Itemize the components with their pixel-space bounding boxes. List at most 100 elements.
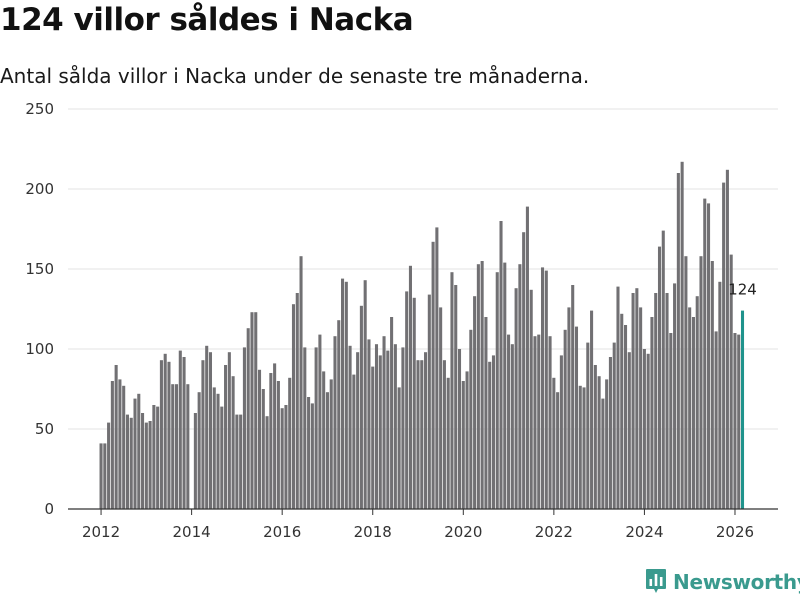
bar [288,377,292,509]
bar [273,363,277,509]
bar-latest [740,310,745,509]
bar [631,293,635,509]
bar [408,265,412,509]
bar [673,283,677,509]
chart-title: 124 villor såldes i Nacka [0,2,414,38]
bar [167,361,171,509]
bar [224,365,228,509]
bar [616,286,620,509]
bar [676,173,680,509]
bar [114,365,118,509]
y-tick-label: 0 [44,500,54,518]
y-tick-label: 100 [25,340,54,358]
axes: 0 50 100 150 200 250 2012 2014 2016 2018 2020 2022 2… [25,100,778,541]
brand-name: Newsworthy [673,570,800,594]
bar [133,398,137,509]
bar [371,366,375,509]
bar [269,373,273,509]
bar [227,352,231,509]
bar [374,344,379,509]
bar [148,421,152,509]
bar [465,371,469,509]
bar [208,352,213,509]
bar [473,296,477,509]
bar [642,349,646,509]
bar [439,307,443,509]
bar [661,230,665,509]
bar [729,254,733,509]
bar [178,350,182,509]
x-tick-label: 2016 [263,523,301,541]
bar [525,206,529,509]
bar [733,333,737,509]
bar [556,392,560,509]
bar [291,304,296,509]
bar [420,360,424,509]
bar [582,387,586,509]
bar [393,344,397,509]
bar [657,246,662,509]
bar [450,272,454,509]
bar [608,357,612,509]
bar [563,329,567,509]
latest-value-label: 124 [728,281,757,299]
bar [299,256,303,509]
newsworthy-logo-icon [646,569,666,593]
bar [141,413,145,509]
bar [714,331,718,509]
bar [484,317,488,509]
bar [325,392,329,509]
bar [476,264,480,509]
bar [461,381,465,509]
bar [680,161,684,510]
bar [431,241,435,510]
bar [722,182,726,509]
x-tick-label: 2026 [716,523,754,541]
bar [378,355,382,509]
bar [174,384,179,509]
bar [197,392,201,509]
bar [118,379,122,509]
bar [624,325,628,509]
bar [548,336,552,509]
bar [163,353,167,509]
bar [382,336,386,509]
bar [688,307,692,509]
bar [137,393,141,509]
bar [522,232,526,509]
x-tick-label: 2024 [625,523,663,541]
bar [182,357,186,509]
bar [737,334,741,509]
bar [435,227,439,509]
bar [691,317,695,509]
bar [220,406,224,509]
bar [257,369,262,509]
bar [480,261,484,509]
bar [491,355,495,509]
y-tick-label: 150 [25,260,54,278]
bar [620,313,624,509]
bar [593,365,597,509]
bar [186,384,190,509]
bar [627,352,631,509]
bar [110,381,114,509]
bar [495,272,499,509]
bar [231,376,235,509]
bar [650,317,654,509]
bar [684,256,688,509]
x-tick-label: 2012 [82,523,120,541]
bar [518,264,522,509]
bar [216,393,220,509]
bar [574,326,579,509]
bar [171,384,175,509]
bar [344,281,348,509]
bar [235,414,239,509]
bar [261,389,265,509]
bar [416,360,420,509]
bar [578,385,582,509]
bar [159,360,163,509]
bar [212,387,216,509]
bar [646,353,650,509]
bar [499,221,503,509]
